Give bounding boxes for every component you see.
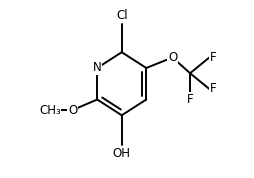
Text: Cl: Cl (116, 9, 128, 22)
Text: N: N (93, 61, 102, 74)
Text: F: F (210, 82, 216, 96)
Text: F: F (187, 93, 193, 106)
Text: CH₃: CH₃ (39, 104, 61, 117)
Text: OH: OH (113, 147, 131, 160)
Text: F: F (210, 51, 216, 64)
Text: O: O (168, 51, 177, 64)
Text: O: O (68, 104, 77, 117)
